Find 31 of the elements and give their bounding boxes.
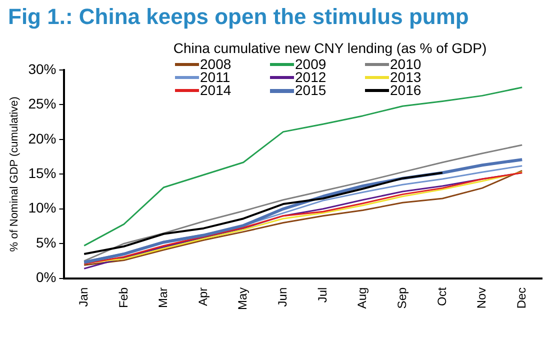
legend-label: 2014 bbox=[200, 82, 232, 98]
x-tick-label: Oct bbox=[434, 286, 449, 306]
x-tick-label: Jul bbox=[315, 287, 330, 303]
x-tick-label: Aug bbox=[355, 287, 370, 309]
x-tick-label: Nov bbox=[474, 287, 489, 309]
legend-label: 2009 bbox=[295, 56, 326, 72]
legend-label: 2008 bbox=[200, 56, 232, 72]
y-tick-label: 10% bbox=[28, 200, 56, 216]
chart-subtitle: China cumulative new CNY lending (as % of GDP) bbox=[172, 40, 488, 56]
x-tick-label: Jan bbox=[76, 287, 90, 307]
y-tick-label: 20% bbox=[28, 130, 56, 146]
x-tick-label: Mar bbox=[156, 287, 170, 308]
y-tick-label: 5% bbox=[36, 234, 56, 250]
x-tick-label: Apr bbox=[196, 287, 210, 306]
x-tick-label: May bbox=[236, 287, 250, 310]
y-tick-label: 30% bbox=[28, 60, 56, 77]
x-tick-label: Feb bbox=[116, 287, 130, 308]
legend-label: 2013 bbox=[390, 69, 422, 85]
legend-label: 2010 bbox=[390, 56, 422, 72]
y-tick-label: 15% bbox=[28, 165, 56, 182]
legend-label: 2015 bbox=[295, 82, 326, 98]
x-tick-label: Dec bbox=[514, 287, 528, 309]
y-tick-label: 25% bbox=[28, 96, 56, 112]
legend-label: 2012 bbox=[295, 69, 326, 85]
chart-title: Fig 1.: China keeps open the stimulus pump bbox=[8, 4, 469, 30]
x-tick-label: Jun bbox=[276, 287, 290, 307]
y-tick-label: 0% bbox=[36, 269, 56, 286]
x-tick-label: Sep bbox=[394, 287, 409, 309]
y-axis-title: % of Nominal GDP (cumulative) bbox=[8, 96, 21, 252]
legend-label: 2011 bbox=[200, 69, 230, 85]
legend-label: 2016 bbox=[390, 82, 422, 98]
